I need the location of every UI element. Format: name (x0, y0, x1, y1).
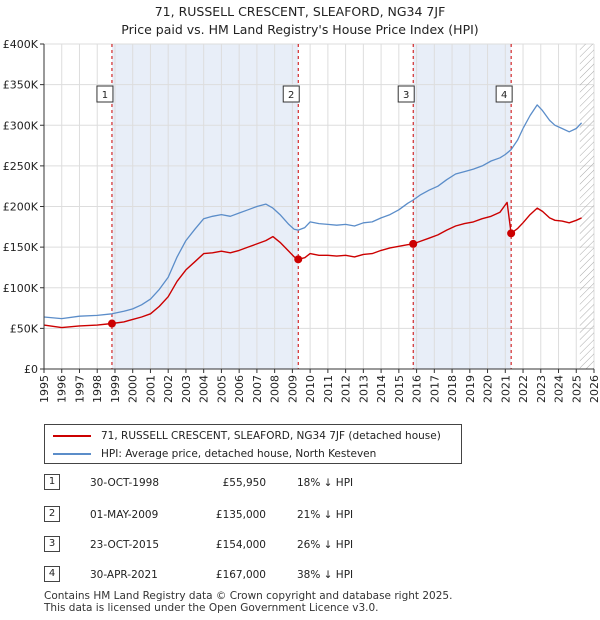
x-tick-label: 2014 (375, 375, 388, 403)
sale-point (294, 255, 303, 264)
transaction-price: £55,950 (222, 477, 266, 489)
x-tick-label: 2009 (286, 375, 299, 403)
chart-title: 71, RUSSELL CRESCENT, SLEAFORD, NG34 7JF (154, 4, 446, 19)
transaction-badge: 3 (44, 536, 60, 552)
sale-label-box (397, 85, 415, 103)
x-tick-label: 2001 (144, 375, 157, 403)
transaction-price: £135,000 (215, 509, 266, 521)
transaction-date: 23-OCT-2015 (90, 539, 159, 551)
forecast-region (579, 44, 594, 369)
transaction-date: 01-MAY-2009 (90, 509, 159, 521)
gridlines (43, 43, 595, 370)
forecast-hatch (579, 44, 594, 369)
property-series-line (43, 201, 582, 329)
sale-label: 2 (288, 90, 294, 101)
x-tick-label: 1997 (73, 375, 86, 403)
x-tick-label: 2018 (446, 375, 459, 403)
transaction-row: 4 30-APR-2021 £167,000 38% ↓ HPI (0, 565, 600, 585)
attribution-line: Contains HM Land Registry data © Crown c… (44, 590, 453, 602)
x-tick-label: 2023 (535, 375, 548, 403)
x-tick-label: 2006 (233, 375, 246, 403)
x-tick-label: 2026 (588, 375, 600, 403)
x-tick-label: 2020 (482, 375, 495, 403)
x-tick-label: 2003 (180, 375, 193, 403)
x-tick-label: 2024 (553, 375, 566, 403)
sale-point (507, 229, 516, 238)
x-tick-label: 2004 (198, 375, 211, 403)
y-tick-label: £400K (3, 38, 39, 51)
y-tick-label: £150K (3, 241, 39, 254)
x-tick-label: 1998 (91, 375, 104, 403)
sale-label: 3 (403, 90, 409, 101)
transaction-price: £167,000 (215, 569, 266, 581)
x-tick-label: 2021 (499, 375, 512, 403)
x-tick-label: 2025 (570, 375, 583, 403)
transaction-hpi: 38% ↓ HPI (297, 569, 354, 581)
x-tick-label: 2013 (357, 375, 370, 403)
sale-label: 1 (102, 90, 108, 101)
sale-label-box (495, 85, 513, 103)
sale-points (107, 229, 516, 328)
x-tick-label: 2011 (322, 375, 335, 403)
hpi-series-line (43, 104, 583, 320)
y-tick-label: £0 (24, 363, 38, 376)
attribution-line: This data is licensed under the Open Gov… (44, 602, 379, 614)
transaction-hpi: 26% ↓ HPI (297, 539, 354, 551)
sale-point (409, 239, 418, 248)
x-tick-label: 1996 (56, 375, 69, 403)
sale-label: 4 (501, 90, 507, 101)
y-tick-label: £50K (10, 322, 39, 335)
legend-item-property: 71, RUSSELL CRESCENT, SLEAFORD, NG34 7JF… (53, 427, 441, 445)
x-tick-label: 2016 (411, 375, 424, 403)
y-tick-label: £100K (3, 282, 39, 295)
attribution: Contains HM Land Registry data © Crown c… (44, 590, 452, 614)
legend-label-hpi: HPI: Average price, detached house, Nort… (101, 448, 377, 460)
x-tick-label: 2012 (340, 375, 353, 403)
x-tick-label: 2015 (393, 375, 406, 403)
y-tick-label: £350K (3, 79, 39, 92)
transaction-row: 3 23-OCT-2015 £154,000 26% ↓ HPI (0, 535, 600, 555)
legend-swatch-hpi (53, 453, 91, 455)
legend-label-property: 71, RUSSELL CRESCENT, SLEAFORD, NG34 7JF… (101, 430, 441, 442)
sale-point (107, 319, 116, 328)
sale-label-box (282, 85, 300, 103)
x-tick-label: 1999 (109, 375, 122, 403)
sale-label-box (96, 85, 114, 103)
x-tick-label: 2007 (251, 375, 264, 403)
legend-item-hpi: HPI: Average price, detached house, Nort… (53, 445, 376, 463)
x-tick-label: 2005 (215, 375, 228, 403)
transaction-date: 30-OCT-1998 (90, 477, 159, 489)
x-tick-label: 2000 (127, 375, 140, 403)
transaction-badge: 1 (44, 474, 60, 490)
x-tick-label: 2008 (269, 375, 282, 403)
x-tick-label: 2010 (304, 375, 317, 403)
transaction-price: £154,000 (215, 539, 266, 551)
transaction-badge: 2 (44, 506, 60, 522)
transaction-badge: 4 (44, 566, 60, 582)
axes: £0 £50K £100K £150K £200K £250K £300K £350K £400… (3, 38, 600, 403)
x-tick-label: 2019 (464, 375, 477, 403)
legend-swatch-property (53, 435, 91, 437)
price-chart: 1 2 3 4 £0 £50K £100K £150K £200K £250K £300K £350… (3, 38, 600, 403)
sale-labels: 1 2 3 4 (96, 85, 513, 103)
transaction-hpi: 18% ↓ HPI (297, 477, 354, 489)
chart-subtitle: Price paid vs. HM Land Registry's House … (121, 22, 479, 37)
transaction-row: 2 01-MAY-2009 £135,000 21% ↓ HPI (0, 505, 600, 525)
transaction-row: 1 30-OCT-1998 £55,950 18% ↓ HPI (0, 473, 600, 493)
x-tick-label: 2022 (517, 375, 530, 403)
x-tick-label: 2002 (162, 375, 175, 403)
y-tick-label: £250K (3, 160, 39, 173)
x-tick-label: 1995 (38, 375, 51, 403)
transaction-date: 30-APR-2021 (90, 569, 158, 581)
x-tick-label: 2017 (428, 375, 441, 403)
legend: 71, RUSSELL CRESCENT, SLEAFORD, NG34 7JF… (44, 424, 462, 464)
y-tick-label: £200K (3, 201, 39, 214)
transaction-hpi: 21% ↓ HPI (297, 509, 354, 521)
y-tick-label: £300K (3, 119, 39, 132)
series-lines (43, 104, 583, 329)
